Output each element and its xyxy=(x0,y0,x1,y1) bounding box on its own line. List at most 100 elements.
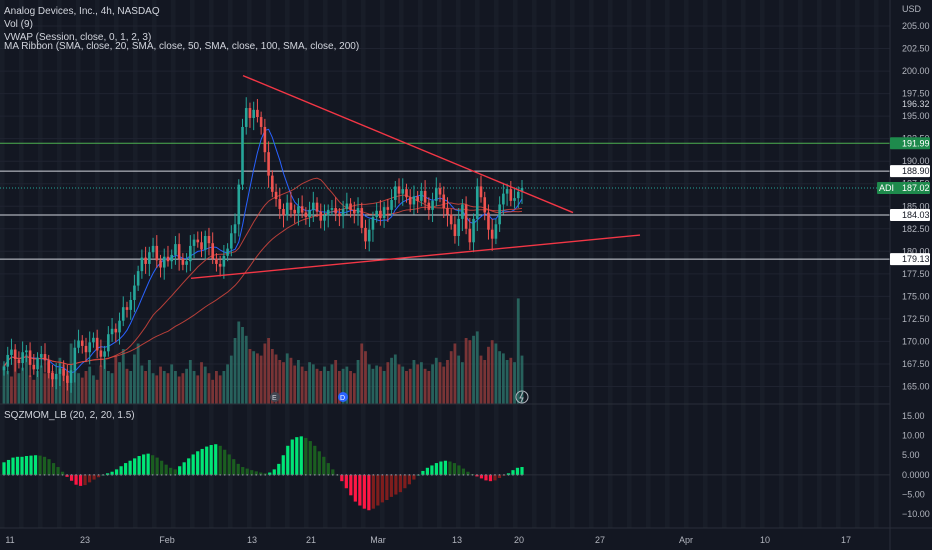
momentum-bar xyxy=(128,460,132,475)
candle-body xyxy=(367,229,371,242)
ma-ribbon-legend[interactable]: MA Ribbon (SMA, close, 20, SMA, close, 5… xyxy=(4,41,360,52)
momentum-bar xyxy=(29,455,33,475)
session-band xyxy=(418,0,423,528)
candle-body xyxy=(54,373,58,380)
momentum-bar xyxy=(389,474,393,497)
session-band xyxy=(741,0,746,528)
volume-bar xyxy=(62,364,66,404)
candlesticks[interactable] xyxy=(2,97,524,393)
volume-bar xyxy=(218,375,222,404)
volume-bar xyxy=(114,355,118,404)
volume-bar xyxy=(80,377,84,404)
session-band xyxy=(133,0,138,528)
candle-body xyxy=(293,209,296,214)
squeeze-dot xyxy=(237,473,240,476)
volume-bar xyxy=(36,371,39,404)
volume-bar xyxy=(43,373,47,404)
volume-bar xyxy=(188,360,192,404)
momentum-bar xyxy=(223,449,227,475)
candle-body xyxy=(32,364,36,370)
volume-bar xyxy=(278,360,282,404)
squeeze-dot xyxy=(390,473,393,476)
volume-bar xyxy=(237,321,241,404)
volume-bar xyxy=(423,368,427,404)
price-tick-label: 172.50 xyxy=(902,314,930,324)
momentum-bar xyxy=(96,474,101,478)
volume-bar xyxy=(162,371,166,404)
squeeze-dot xyxy=(111,473,114,476)
squeeze-dot xyxy=(241,473,244,476)
volume-bar xyxy=(177,376,181,404)
candle-body xyxy=(464,204,468,229)
squeeze-dot xyxy=(151,473,154,476)
candle-body xyxy=(405,189,408,198)
price-tick-label: 185.00 xyxy=(902,201,930,211)
squeeze-dot xyxy=(494,473,496,476)
candle-body xyxy=(509,189,513,201)
momentum-bar xyxy=(78,474,83,486)
volume-bar xyxy=(498,351,502,404)
momentum-bar xyxy=(83,474,87,486)
squeeze-dot xyxy=(183,473,186,476)
candle-body xyxy=(468,228,472,243)
candle-body xyxy=(144,257,147,264)
momentum-bar xyxy=(173,469,177,475)
volume-bar xyxy=(308,362,311,404)
squeeze-dot xyxy=(354,473,357,476)
squeeze-dot xyxy=(232,473,235,476)
squeeze-dot xyxy=(70,473,73,476)
candle-body xyxy=(92,337,95,343)
squeeze-dot xyxy=(336,473,339,476)
horizontal-gridlines xyxy=(0,25,890,387)
squeeze-dot xyxy=(403,473,406,476)
volume-bar xyxy=(416,364,420,404)
volume-legend[interactable]: Vol (9) xyxy=(4,19,33,30)
candle-body xyxy=(241,126,244,185)
time-tick-label: 27 xyxy=(595,535,605,545)
price-tag-text: 188.90 xyxy=(902,166,930,176)
volume-bar xyxy=(405,371,408,404)
candle-body xyxy=(412,196,416,205)
volume-bar xyxy=(334,360,338,404)
volume-bar xyxy=(442,366,446,404)
momentum-bar xyxy=(115,469,119,475)
time-tick-label: 23 xyxy=(80,535,90,545)
vwap-legend[interactable]: VWAP (Session, close, 0, 1, 2, 3) xyxy=(4,32,152,43)
session-band xyxy=(456,0,461,528)
symbol-legend[interactable]: Analog Devices, Inc., 4h, NASDAQ xyxy=(4,6,160,17)
time-tick-label: 13 xyxy=(452,535,462,545)
session-band xyxy=(304,0,309,528)
volume-bar xyxy=(412,360,416,404)
squeeze-dot xyxy=(485,473,487,476)
candle-body xyxy=(39,354,43,358)
squeeze-dot xyxy=(66,473,68,476)
volume-bar xyxy=(390,357,393,404)
price-tick-label: 175.00 xyxy=(902,291,930,301)
volume-bar xyxy=(24,354,28,404)
indicator-legend[interactable]: SQZMOM_LB (20, 2, 20, 1.5) xyxy=(4,410,135,421)
squeeze-dot xyxy=(331,473,334,476)
volume-bar xyxy=(505,360,509,404)
candle-body xyxy=(479,186,483,198)
trendlines[interactable] xyxy=(190,74,641,280)
volume-bar xyxy=(110,373,114,404)
candle-body xyxy=(487,212,490,230)
squeeze-dot xyxy=(169,473,172,476)
candle-body xyxy=(133,285,136,300)
session-band xyxy=(475,0,480,528)
momentum-bar xyxy=(443,460,448,475)
candle-body xyxy=(341,208,345,217)
momentum-bar xyxy=(407,474,411,485)
momentum-bar xyxy=(196,451,200,475)
candle-body xyxy=(505,189,509,194)
volume-bar xyxy=(364,351,367,404)
momentum-bar xyxy=(205,446,209,475)
squeeze-dot xyxy=(61,473,64,476)
volume-bar xyxy=(487,346,490,404)
squeeze-dot xyxy=(124,473,127,476)
candle-body xyxy=(386,207,390,210)
volume-bar xyxy=(397,364,401,404)
volume-bar xyxy=(54,376,58,404)
momentum-bar xyxy=(110,471,114,475)
